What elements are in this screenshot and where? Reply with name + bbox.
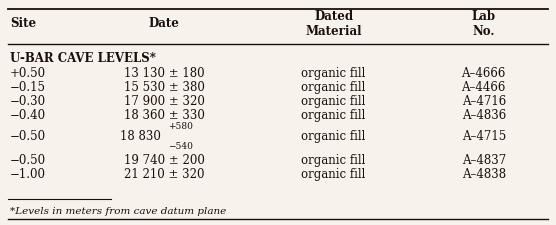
Text: 18 830: 18 830 xyxy=(120,130,161,143)
Text: A–4838: A–4838 xyxy=(461,167,506,180)
Text: organic fill: organic fill xyxy=(301,95,366,108)
Text: 15 530 ± 380: 15 530 ± 380 xyxy=(123,81,205,94)
Text: −0.50: −0.50 xyxy=(10,130,46,143)
Text: −0.50: −0.50 xyxy=(10,154,46,167)
Text: organic fill: organic fill xyxy=(301,81,366,94)
Text: organic fill: organic fill xyxy=(301,109,366,122)
Text: organic fill: organic fill xyxy=(301,130,366,143)
Text: 21 210 ± 320: 21 210 ± 320 xyxy=(124,167,204,180)
Text: Dated
Material: Dated Material xyxy=(305,10,362,38)
Text: 13 130 ± 180: 13 130 ± 180 xyxy=(123,67,205,80)
Text: A–4715: A–4715 xyxy=(461,130,506,143)
Text: organic fill: organic fill xyxy=(301,67,366,80)
Text: A–4716: A–4716 xyxy=(461,95,506,108)
Text: *Levels in meters from cave datum plane: *Levels in meters from cave datum plane xyxy=(10,206,226,215)
Text: Lab
No.: Lab No. xyxy=(471,10,496,38)
Text: +0.50: +0.50 xyxy=(10,67,46,80)
Text: Site: Site xyxy=(10,17,36,30)
Text: Date: Date xyxy=(148,17,180,30)
Text: −0.40: −0.40 xyxy=(10,109,46,122)
Text: A–4837: A–4837 xyxy=(461,154,506,167)
Text: U-BAR CAVE LEVELS*: U-BAR CAVE LEVELS* xyxy=(10,52,156,65)
Text: −1.00: −1.00 xyxy=(10,167,46,180)
Text: −0.15: −0.15 xyxy=(10,81,46,94)
Text: +580: +580 xyxy=(168,121,193,130)
Text: A–4666: A–4666 xyxy=(461,67,506,80)
Text: −0.30: −0.30 xyxy=(10,95,46,108)
Text: 17 900 ± 320: 17 900 ± 320 xyxy=(123,95,205,108)
Text: 19 740 ± 200: 19 740 ± 200 xyxy=(123,154,205,167)
Text: A–4836: A–4836 xyxy=(461,109,506,122)
Text: A–4466: A–4466 xyxy=(461,81,506,94)
Text: 18 360 ± 330: 18 360 ± 330 xyxy=(123,109,205,122)
Text: organic fill: organic fill xyxy=(301,154,366,167)
Text: organic fill: organic fill xyxy=(301,167,366,180)
Text: −540: −540 xyxy=(168,141,193,150)
